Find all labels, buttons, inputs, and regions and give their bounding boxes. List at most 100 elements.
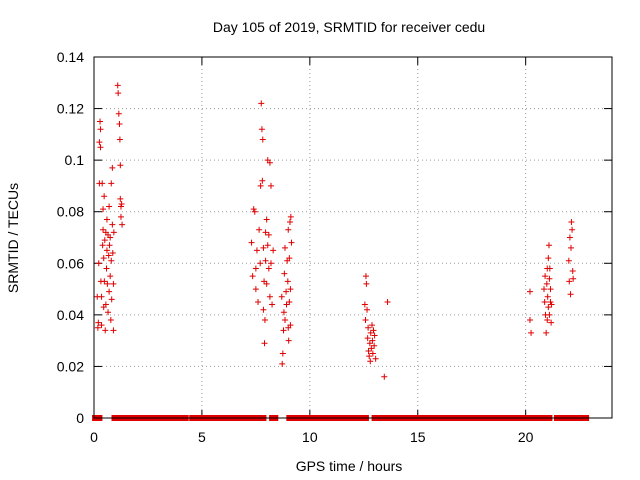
data-point xyxy=(258,126,265,133)
data-point xyxy=(367,329,374,336)
data-point xyxy=(114,82,121,89)
data-point xyxy=(565,257,572,264)
data-point xyxy=(117,203,124,210)
data-point xyxy=(280,327,287,334)
data-point xyxy=(365,324,372,331)
data-point xyxy=(100,226,107,233)
data-point xyxy=(108,296,115,303)
y-tick-label: 0.06 xyxy=(57,255,84,271)
data-point xyxy=(528,329,535,336)
data-point xyxy=(109,221,116,228)
data-point xyxy=(104,280,111,287)
data-point xyxy=(548,301,555,308)
data-point xyxy=(110,327,117,334)
data-point xyxy=(364,335,371,342)
data-point xyxy=(286,255,293,262)
data-point xyxy=(545,255,552,262)
data-point xyxy=(101,193,108,200)
data-point xyxy=(362,273,369,280)
data-point xyxy=(367,358,374,365)
data-point xyxy=(286,298,293,305)
data-point xyxy=(261,340,268,347)
data-point xyxy=(257,182,264,189)
data-point xyxy=(106,203,113,210)
data-point xyxy=(107,273,114,280)
data-point xyxy=(108,257,115,264)
grid xyxy=(94,57,612,418)
data-point xyxy=(260,244,267,251)
data-point xyxy=(566,234,573,241)
data-point xyxy=(106,242,113,249)
data-point xyxy=(269,301,276,308)
data-point xyxy=(108,180,115,187)
data-point xyxy=(109,164,116,171)
data-point xyxy=(283,288,290,295)
data-point xyxy=(287,213,294,220)
data-point xyxy=(101,237,108,244)
y-tick-label: 0.1 xyxy=(65,152,85,168)
data-point xyxy=(107,317,114,324)
data-point xyxy=(267,182,274,189)
data-point xyxy=(544,293,551,300)
data-point xyxy=(118,200,125,207)
data-point xyxy=(370,327,377,334)
data-point xyxy=(541,298,548,305)
data-point xyxy=(105,252,112,259)
data-point xyxy=(267,260,274,267)
data-point xyxy=(264,242,271,249)
data-point xyxy=(365,347,372,354)
data-point xyxy=(546,275,553,282)
data-point xyxy=(278,293,285,300)
data-point xyxy=(263,216,270,223)
y-tick-label: 0.14 xyxy=(57,49,84,65)
data-point xyxy=(547,298,554,305)
data-point xyxy=(117,195,124,202)
data-point xyxy=(97,144,104,151)
y-tick-label: 0.02 xyxy=(57,358,84,374)
data-point xyxy=(249,273,256,280)
data-point xyxy=(569,226,576,233)
data-point xyxy=(109,249,116,256)
data-point xyxy=(542,273,549,280)
data-point xyxy=(119,221,126,228)
data-point xyxy=(526,317,533,324)
data-point xyxy=(262,229,269,236)
y-tick-label: 0 xyxy=(76,410,84,426)
data-point xyxy=(96,139,103,146)
x-tick-label: 15 xyxy=(410,429,426,445)
data-point xyxy=(97,118,104,125)
data-point xyxy=(261,317,268,324)
data-point xyxy=(95,260,102,267)
data-point xyxy=(368,322,375,329)
data-point xyxy=(284,278,291,285)
data-point xyxy=(106,288,113,295)
data-point xyxy=(546,265,553,272)
data-point xyxy=(279,360,286,367)
data-point xyxy=(286,219,293,226)
data-point xyxy=(265,265,272,272)
data-point xyxy=(285,337,292,344)
data-point xyxy=(279,350,286,357)
data-point xyxy=(371,342,378,349)
data-point xyxy=(283,301,290,308)
chart-title: Day 105 of 2019, SRMTID for receiver ced… xyxy=(213,19,485,35)
data-point xyxy=(266,159,273,166)
data-point xyxy=(250,206,257,213)
data-point xyxy=(265,231,272,238)
data-point xyxy=(364,306,371,313)
data-point xyxy=(103,216,110,223)
data-point xyxy=(266,293,273,300)
data-point xyxy=(287,322,294,329)
data-point xyxy=(255,298,262,305)
data-point xyxy=(372,355,379,362)
data-point xyxy=(567,244,574,251)
data-point xyxy=(99,242,106,249)
data-point xyxy=(257,260,264,267)
data-point xyxy=(103,265,110,272)
data-point xyxy=(541,286,548,293)
data-point xyxy=(288,239,295,246)
data-point xyxy=(363,280,370,287)
data-point xyxy=(371,332,378,339)
data-point xyxy=(282,244,289,251)
